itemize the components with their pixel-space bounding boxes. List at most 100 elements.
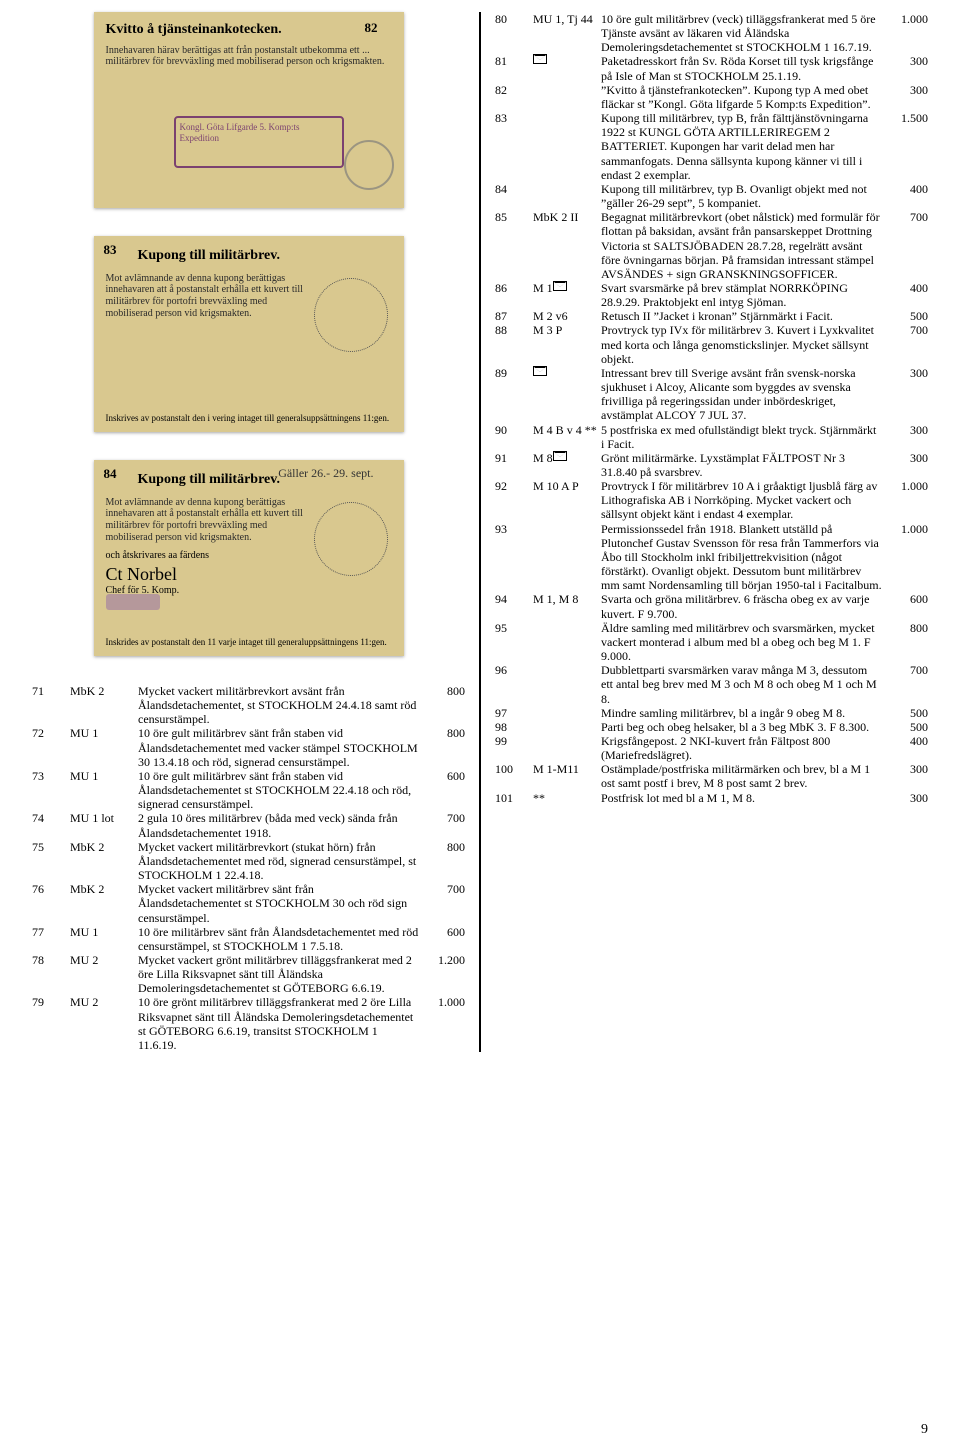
lot-category: M 3 P — [533, 323, 601, 337]
lot-row: 79MU 210 öre grönt militärbrev tilläggsf… — [32, 995, 465, 1052]
lot-description: Retusch II ”Jacket i kronan” Stjärnmärkt… — [601, 309, 886, 323]
lot-number: 75 — [32, 840, 70, 854]
lot-description: Ostämplade/postfriska militärmärken och … — [601, 762, 886, 790]
lot-category: MU 1 — [70, 726, 138, 740]
lot-description: Äldre samling med militärbrev och svarsm… — [601, 621, 886, 663]
lot-row: 77MU 110 öre militärbrev sänt från Åland… — [32, 925, 465, 953]
lot-number: 86 — [495, 281, 533, 295]
lot-number: 77 — [32, 925, 70, 939]
thumb-84-label: 84 — [104, 466, 117, 481]
lot-description: 10 öre militärbrev sänt från Ålandsdetac… — [138, 925, 423, 953]
thumb-84-hand: Gäller 26.- 29. sept. — [278, 466, 373, 480]
thumb-83: 83 Kupong till militärbrev. Mot avlämnan… — [94, 236, 404, 432]
lot-price: 1.200 — [423, 953, 465, 967]
lot-description: Postfrisk lot med bl a M 1, M 8. — [601, 791, 886, 805]
lot-category: MbK 2 — [70, 684, 138, 698]
lot-row: 99 Krigsfångepost. 2 NKI-kuvert från Fält… — [495, 734, 928, 762]
lot-price: 300 — [886, 54, 928, 68]
thumb-82-postmark-icon — [344, 140, 394, 190]
lot-price: 700 — [886, 323, 928, 337]
lot-category: MU 1 — [70, 769, 138, 783]
lot-price: 500 — [886, 309, 928, 323]
right-column: 80MU 1, Tj 4410 öre gult militärbrev (ve… — [495, 12, 928, 1052]
columns: 82 Kvitto å tjänsteinankotecken. Innehav… — [32, 12, 928, 1052]
lot-category: M 8 — [533, 451, 601, 465]
lot-row: 82”Kvitto å tjänstefrankotecken”. Kupong… — [495, 83, 928, 111]
lot-category: MU 2 — [70, 995, 138, 1009]
lot-row: 91M 8Grönt militärmärke. Lyxstämplat FÄL… — [495, 451, 928, 479]
lot-price: 1.000 — [886, 479, 928, 493]
lot-row: 89Intressant brev till Sverige avsänt fr… — [495, 366, 928, 423]
lot-number: 76 — [32, 882, 70, 896]
lot-category: M 1, M 8 — [533, 592, 601, 606]
lot-price: 500 — [886, 706, 928, 720]
lot-row: 80MU 1, Tj 4410 öre gult militärbrev (ve… — [495, 12, 928, 54]
lot-number: 94 — [495, 592, 533, 606]
lot-category: MU 1, Tj 44 — [533, 12, 601, 26]
lot-description: Mycket vackert militärbrev sänt från Åla… — [138, 882, 423, 924]
lot-description: Intressant brev till Sverige avsänt från… — [601, 366, 886, 423]
lot-category: MbK 2 — [70, 882, 138, 896]
lot-price: 800 — [423, 726, 465, 740]
lot-row: 101**Postfrisk lot med bl a M 1, M 8.300 — [495, 791, 928, 805]
lot-description: Svarta och gröna militärbrev. 6 fräscha … — [601, 592, 886, 620]
lot-row: 71MbK 2Mycket vackert militärbrevkort av… — [32, 684, 465, 726]
lot-price: 800 — [886, 621, 928, 635]
lot-row: 100M 1-M11Ostämplade/postfriska militärm… — [495, 762, 928, 790]
lot-number: 78 — [32, 953, 70, 967]
thumb-84: 84 Gäller 26.- 29. sept. Kupong till mil… — [94, 460, 404, 656]
lot-description: ”Kvitto å tjänstefrankotecken”. Kupong t… — [601, 83, 886, 111]
lot-row: 76MbK 2Mycket vackert militärbrev sänt f… — [32, 882, 465, 924]
lot-category: MU 2 — [70, 953, 138, 967]
page-number: 9 — [921, 1422, 928, 1439]
envelope-icon — [553, 451, 567, 461]
lot-number: 74 — [32, 811, 70, 825]
envelope-icon — [553, 281, 567, 291]
lot-price: 800 — [423, 840, 465, 854]
lot-row: 75MbK 2Mycket vackert militärbrevkort (s… — [32, 840, 465, 882]
thumb-82: 82 Kvitto å tjänsteinankotecken. Innehav… — [94, 12, 404, 208]
lot-category: M 2 v6 — [533, 309, 601, 323]
lot-number: 99 — [495, 734, 533, 748]
lot-category: MU 1 lot — [70, 811, 138, 825]
lot-description: Provtryck typ IVx för militärbrev 3. Kuv… — [601, 323, 886, 365]
lot-price: 1.000 — [423, 995, 465, 1009]
lot-row: 85MbK 2 IIBegagnat militärbrevkort (obet… — [495, 210, 928, 281]
lot-number: 88 — [495, 323, 533, 337]
page: 82 Kvitto å tjänsteinankotecken. Innehav… — [0, 0, 960, 1453]
lot-price: 300 — [886, 366, 928, 380]
lot-description: Krigsfångepost. 2 NKI-kuvert från Fältpo… — [601, 734, 886, 762]
lot-number: 80 — [495, 12, 533, 26]
lot-description: Provtryck I för militärbrev 10 A i gråak… — [601, 479, 886, 521]
lot-price: 600 — [423, 769, 465, 783]
lot-row: 96Dubblettparti svarsmärken varav många … — [495, 663, 928, 705]
lot-description: Svart svarsmärke på brev stämplat NORRKÖ… — [601, 281, 886, 309]
lot-price: 700 — [423, 882, 465, 896]
lot-row: 90M 4 B v 4 **5 postfriska ex med ofulls… — [495, 423, 928, 451]
lot-description: Paketadresskort från Sv. Röda Korset til… — [601, 54, 886, 82]
thumb-82-body: Innehavaren härav berättigas att från po… — [106, 45, 392, 69]
lot-price: 1.500 — [886, 111, 928, 125]
lot-price: 800 — [423, 684, 465, 698]
lot-category: MU 1 — [70, 925, 138, 939]
lot-description: 10 öre gult militärbrev (veck) tilläggsf… — [601, 12, 886, 54]
lot-price: 300 — [886, 451, 928, 465]
lot-row: 92M 10 A PProvtryck I för militärbrev 10… — [495, 479, 928, 521]
lot-category: M 1 — [533, 281, 601, 295]
lot-row: 83Kupong till militärbrev, typ B, från f… — [495, 111, 928, 182]
envelope-icon — [533, 366, 547, 376]
lot-description: 10 öre gult militärbrev sänt från staben… — [138, 726, 423, 768]
lot-row: 94M 1, M 8Svarta och gröna militärbrev. … — [495, 592, 928, 620]
lot-description: Parti beg och obeg helsaker, bl a 3 beg … — [601, 720, 886, 734]
lot-description: Mycket vackert militärbrevkort avsänt fr… — [138, 684, 423, 726]
lot-row: 78MU 2Mycket vackert grönt militärbrev t… — [32, 953, 465, 995]
lot-description: 10 öre gult militärbrev sänt från staben… — [138, 769, 423, 811]
thumb-84-postmark-icon — [314, 502, 388, 576]
lot-price: 300 — [886, 762, 928, 776]
lot-row: 95Äldre samling med militärbrev och svar… — [495, 621, 928, 663]
thumb-83-title: Kupong till militärbrev. — [138, 248, 392, 265]
lot-description: Begagnat militärbrevkort (obet nålstick)… — [601, 210, 886, 281]
lot-number: 97 — [495, 706, 533, 720]
lot-category: MbK 2 — [70, 840, 138, 854]
lot-number: 96 — [495, 663, 533, 677]
